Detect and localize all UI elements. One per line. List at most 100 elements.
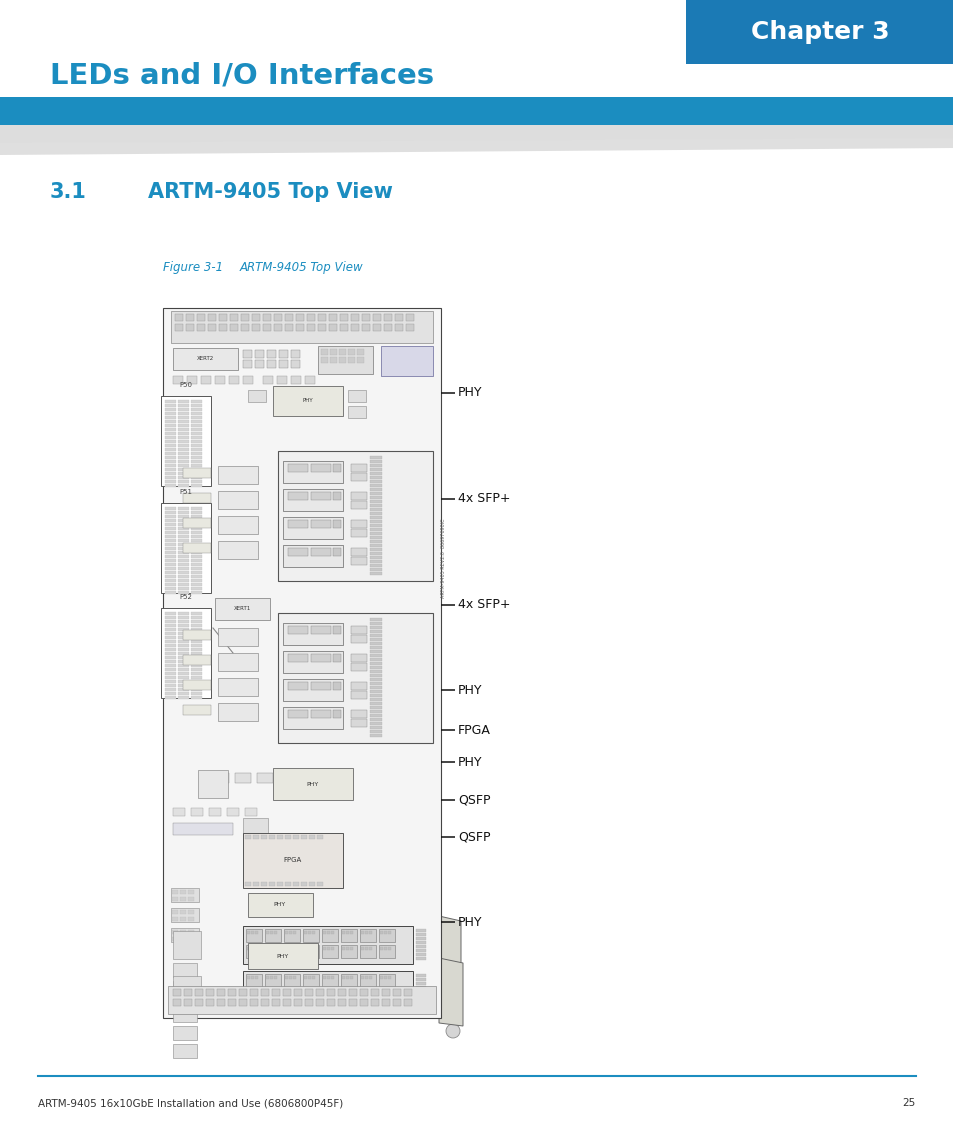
Bar [63, 87, 70, 94]
Bar [135, 52, 142, 58]
Bar [626, 39, 634, 46]
Bar [188, 897, 193, 901]
Bar [351, 464, 367, 472]
Bar [75, 15, 82, 22]
Bar [178, 472, 189, 475]
Bar [770, 15, 778, 22]
Bar [363, 27, 370, 34]
Bar [435, 52, 441, 58]
Bar [830, 87, 837, 94]
Bar [495, 52, 501, 58]
Bar [435, 15, 441, 22]
Bar [349, 998, 356, 1006]
Bar [416, 929, 426, 932]
Bar [207, 27, 213, 34]
Bar [422, 27, 430, 34]
Bar [191, 460, 202, 463]
Bar [722, 27, 729, 34]
Bar [363, 76, 370, 82]
Bar [710, 15, 718, 22]
Bar [365, 931, 368, 934]
Bar [926, 87, 933, 94]
Bar [351, 63, 357, 70]
Bar [384, 931, 387, 934]
Text: PHY: PHY [307, 782, 319, 787]
Bar [191, 412, 202, 414]
Bar [309, 835, 314, 839]
Bar [165, 416, 175, 419]
Bar [111, 3, 118, 10]
Bar [191, 571, 202, 574]
Bar [422, 3, 430, 10]
Bar [370, 646, 381, 649]
Bar [311, 520, 331, 528]
Bar [350, 992, 353, 995]
Bar [293, 835, 298, 839]
Bar [135, 63, 142, 70]
Bar [770, 52, 778, 58]
Bar [411, 15, 417, 22]
Bar [201, 376, 211, 384]
Bar [159, 27, 166, 34]
Bar [165, 640, 175, 643]
Bar [245, 882, 251, 886]
Bar [3, 52, 10, 58]
Bar [274, 314, 282, 321]
Bar [165, 656, 175, 660]
Bar [178, 452, 189, 455]
Bar [518, 76, 525, 82]
Bar [191, 555, 202, 558]
Bar [247, 947, 250, 950]
Bar [416, 949, 426, 951]
Bar [770, 76, 778, 82]
Bar [566, 27, 574, 34]
Circle shape [419, 319, 437, 337]
Bar [270, 947, 273, 950]
Bar [276, 882, 283, 886]
Bar [369, 992, 372, 995]
Bar [278, 76, 286, 82]
Text: ARTM-9405 Top View: ARTM-9405 Top View [240, 261, 363, 275]
Bar [890, 76, 897, 82]
Bar [370, 536, 381, 539]
Bar [866, 39, 873, 46]
Bar [188, 930, 193, 934]
Bar [370, 650, 381, 653]
Bar [194, 63, 202, 70]
Bar [384, 976, 387, 979]
Bar [147, 87, 153, 94]
Bar [178, 692, 189, 695]
Bar [165, 543, 175, 546]
Bar [186, 324, 193, 331]
Bar [333, 464, 340, 472]
Bar [311, 464, 331, 472]
Bar [147, 27, 153, 34]
Bar [269, 882, 274, 886]
Bar [914, 3, 921, 10]
Bar [230, 324, 237, 331]
Bar [172, 1026, 196, 1040]
Bar [231, 39, 237, 46]
Bar [734, 87, 741, 94]
Bar [710, 3, 718, 10]
Bar [196, 324, 205, 331]
Bar [566, 52, 574, 58]
Bar [191, 652, 202, 655]
Bar [283, 706, 343, 729]
Bar [291, 350, 299, 358]
Bar [746, 87, 753, 94]
Bar [348, 349, 355, 355]
Bar [165, 472, 175, 475]
Bar [311, 682, 331, 690]
Bar [234, 773, 251, 783]
Bar [111, 76, 118, 82]
Bar [699, 15, 705, 22]
Bar [878, 63, 885, 70]
Bar [304, 992, 307, 995]
Bar [370, 564, 381, 567]
Bar [183, 63, 190, 70]
Bar [365, 976, 368, 979]
Bar [191, 640, 202, 643]
Bar [278, 87, 286, 94]
Bar [243, 971, 413, 1009]
